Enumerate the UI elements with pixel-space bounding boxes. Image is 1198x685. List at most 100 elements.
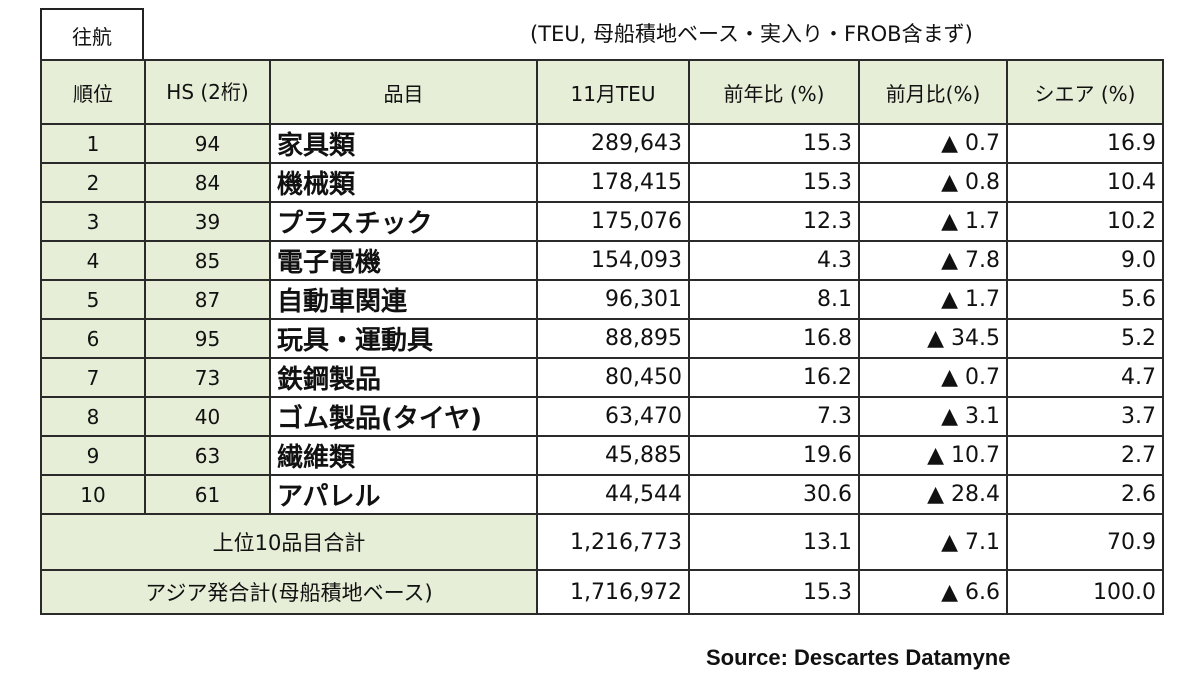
- row-share: 9.0: [1006, 240, 1164, 281]
- asia-total-yoy: 15.3: [688, 569, 860, 615]
- asia-total-mom: ▲ 6.6: [858, 569, 1008, 615]
- asia-total-share: 100.0: [1006, 569, 1164, 615]
- source-note: Source: Descartes Datamyne: [706, 645, 1011, 670]
- row-teu: 45,885: [536, 435, 690, 476]
- row-teu: 88,895: [536, 318, 690, 359]
- asia-total-label: アジア発合計(母船積地ベース): [40, 569, 538, 615]
- row-share: 10.2: [1006, 201, 1164, 242]
- row-hs: 95: [144, 318, 271, 359]
- row-item: 玩具・運動具: [269, 318, 538, 359]
- row-share: 2.6: [1006, 474, 1164, 515]
- table-row: 4 85 電子電機 154,093 4.3 ▲ 7.8 9.0: [40, 240, 1164, 281]
- row-item: 家具類: [269, 123, 538, 164]
- top10-total-row: 上位10品目合計 1,216,773 13.1 ▲ 7.1 70.9: [40, 513, 1164, 571]
- row-hs: 61: [144, 474, 271, 515]
- row-share: 2.7: [1006, 435, 1164, 476]
- row-rank: 9: [40, 435, 146, 476]
- row-rank: 7: [40, 357, 146, 398]
- table-row: 9 63 繊維類 45,885 19.6 ▲ 10.7 2.7: [40, 435, 1164, 476]
- row-hs: 39: [144, 201, 271, 242]
- row-share: 10.4: [1006, 162, 1164, 203]
- asia-total-row: アジア発合計(母船積地ベース) 1,716,972 15.3 ▲ 6.6 100…: [40, 569, 1164, 615]
- row-item: 機械類: [269, 162, 538, 203]
- row-yoy: 16.8: [688, 318, 860, 359]
- row-share: 5.6: [1006, 279, 1164, 320]
- row-rank: 5: [40, 279, 146, 320]
- top10-commodities-table: 順位 HS (2桁) 品目 11月TEU 前年比 (%) 前月比(%) シエア …: [40, 59, 1164, 615]
- row-yoy: 19.6: [688, 435, 860, 476]
- top10-total-label: 上位10品目合計: [40, 513, 538, 571]
- row-teu: 154,093: [536, 240, 690, 281]
- row-item: 自動車関連: [269, 279, 538, 320]
- row-mom: ▲ 1.7: [858, 201, 1008, 242]
- row-teu: 96,301: [536, 279, 690, 320]
- row-yoy: 12.3: [688, 201, 860, 242]
- row-mom: ▲ 3.1: [858, 396, 1008, 437]
- row-rank: 10: [40, 474, 146, 515]
- row-mom: ▲ 0.8: [858, 162, 1008, 203]
- row-hs: 63: [144, 435, 271, 476]
- row-yoy: 30.6: [688, 474, 860, 515]
- top10-total-mom: ▲ 7.1: [858, 513, 1008, 571]
- row-mom: ▲ 0.7: [858, 123, 1008, 164]
- table-row: 7 73 鉄鋼製品 80,450 16.2 ▲ 0.7 4.7: [40, 357, 1164, 398]
- asia-total-teu: 1,716,972: [536, 569, 690, 615]
- row-share: 3.7: [1006, 396, 1164, 437]
- route-tag: 往航: [40, 8, 144, 60]
- row-rank: 6: [40, 318, 146, 359]
- top10-total-share: 70.9: [1006, 513, 1164, 571]
- row-mom: ▲ 34.5: [858, 318, 1008, 359]
- row-rank: 8: [40, 396, 146, 437]
- col-teu: 11月TEU: [536, 59, 690, 125]
- row-share: 4.7: [1006, 357, 1164, 398]
- row-item: アパレル: [269, 474, 538, 515]
- table-row: 3 39 プラスチック 175,076 12.3 ▲ 1.7 10.2: [40, 201, 1164, 242]
- row-rank: 4: [40, 240, 146, 281]
- row-hs: 85: [144, 240, 271, 281]
- row-hs: 87: [144, 279, 271, 320]
- row-yoy: 8.1: [688, 279, 860, 320]
- row-hs: 94: [144, 123, 271, 164]
- row-yoy: 4.3: [688, 240, 860, 281]
- row-rank: 2: [40, 162, 146, 203]
- row-teu: 44,544: [536, 474, 690, 515]
- row-rank: 3: [40, 201, 146, 242]
- row-yoy: 15.3: [688, 162, 860, 203]
- row-teu: 178,415: [536, 162, 690, 203]
- row-mom: ▲ 0.7: [858, 357, 1008, 398]
- top10-total-teu: 1,216,773: [536, 513, 690, 571]
- table-row: 2 84 機械類 178,415 15.3 ▲ 0.8 10.4: [40, 162, 1164, 203]
- row-mom: ▲ 1.7: [858, 279, 1008, 320]
- row-mom: ▲ 10.7: [858, 435, 1008, 476]
- row-mom: ▲ 7.8: [858, 240, 1008, 281]
- top10-total-yoy: 13.1: [688, 513, 860, 571]
- row-yoy: 16.2: [688, 357, 860, 398]
- row-rank: 1: [40, 123, 146, 164]
- table-row: 5 87 自動車関連 96,301 8.1 ▲ 1.7 5.6: [40, 279, 1164, 320]
- col-rank: 順位: [40, 59, 146, 125]
- row-teu: 80,450: [536, 357, 690, 398]
- row-teu: 175,076: [536, 201, 690, 242]
- unit-note: (TEU, 母船積地ベース・実入り・FROB含まず): [530, 22, 973, 46]
- row-item: 鉄鋼製品: [269, 357, 538, 398]
- col-item: 品目: [269, 59, 538, 125]
- row-share: 16.9: [1006, 123, 1164, 164]
- table-row: 1 94 家具類 289,643 15.3 ▲ 0.7 16.9: [40, 123, 1164, 164]
- row-item: 繊維類: [269, 435, 538, 476]
- col-share: シエア (%): [1006, 59, 1164, 125]
- row-share: 5.2: [1006, 318, 1164, 359]
- row-teu: 289,643: [536, 123, 690, 164]
- col-mom: 前月比(%): [858, 59, 1008, 125]
- row-mom: ▲ 28.4: [858, 474, 1008, 515]
- row-item: プラスチック: [269, 201, 538, 242]
- row-item: ゴム製品(タイヤ): [269, 396, 538, 437]
- table-row: 6 95 玩具・運動具 88,895 16.8 ▲ 34.5 5.2: [40, 318, 1164, 359]
- header-row: 順位 HS (2桁) 品目 11月TEU 前年比 (%) 前月比(%) シエア …: [40, 59, 1164, 125]
- row-item: 電子電機: [269, 240, 538, 281]
- row-yoy: 7.3: [688, 396, 860, 437]
- col-hs: HS (2桁): [144, 59, 271, 125]
- row-hs: 40: [144, 396, 271, 437]
- col-yoy: 前年比 (%): [688, 59, 860, 125]
- row-teu: 63,470: [536, 396, 690, 437]
- row-hs: 84: [144, 162, 271, 203]
